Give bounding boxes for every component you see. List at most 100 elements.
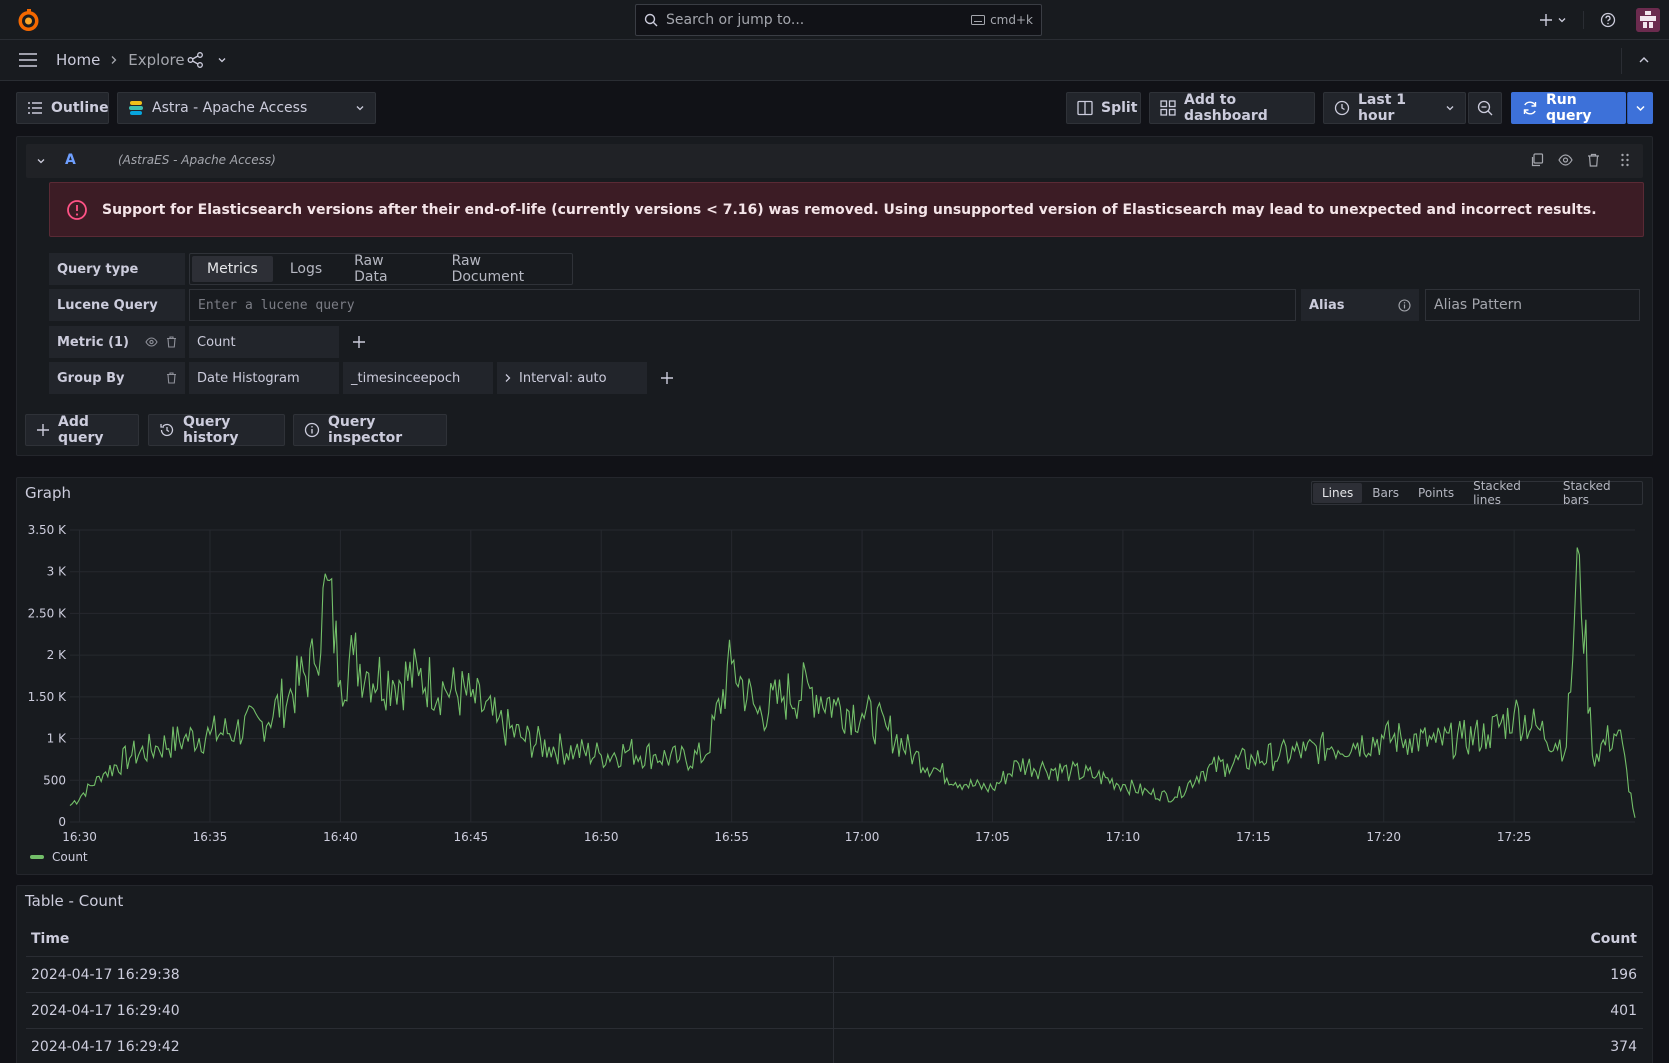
x-tick-label: 16:50 xyxy=(584,830,619,844)
group-by-label: Group By xyxy=(57,370,125,386)
series-line-count xyxy=(69,547,1636,818)
x-tick-label: 17:25 xyxy=(1497,830,1532,844)
drag-handle-icon[interactable] xyxy=(1620,153,1630,167)
breadcrumb-home[interactable]: Home xyxy=(56,51,101,69)
avatar[interactable] xyxy=(1636,8,1660,32)
share-icon[interactable] xyxy=(187,52,204,68)
add-metric-plus-icon[interactable] xyxy=(352,335,366,349)
query-type-metrics[interactable]: Metrics xyxy=(192,256,273,282)
share-chevron-down-icon[interactable] xyxy=(217,55,227,65)
metric-type-select[interactable]: Count xyxy=(189,326,339,358)
history-icon xyxy=(159,422,175,438)
group-by-type-select[interactable]: Date Histogram xyxy=(189,362,339,394)
viz-option-bars[interactable]: Bars xyxy=(1372,486,1400,500)
alias-pattern-input[interactable]: Alias Pattern xyxy=(1425,289,1640,321)
breadcrumb-explore: Explore xyxy=(128,51,185,69)
viz-option-points[interactable]: Points xyxy=(1418,486,1455,500)
outline-button[interactable]: Outline xyxy=(16,92,109,124)
list-icon xyxy=(27,102,43,114)
clock-icon xyxy=(1334,100,1350,116)
help-button[interactable] xyxy=(1600,10,1616,30)
chevron-down-icon xyxy=(1635,103,1646,113)
query-inspector-button[interactable]: Query inspector xyxy=(293,414,447,446)
y-tick-label: 1 K xyxy=(47,732,67,746)
column-header-count[interactable]: Count xyxy=(1590,930,1637,947)
new-menu-button[interactable] xyxy=(1539,10,1567,30)
keyboard-icon xyxy=(971,15,986,25)
query-type-raw-document[interactable]: Raw Document xyxy=(451,253,525,285)
query-type-raw-data[interactable]: Raw Data xyxy=(354,253,388,285)
interval-settings[interactable]: Interval: auto xyxy=(497,362,647,394)
table-panel xyxy=(16,885,1653,1063)
copy-icon[interactable] xyxy=(1530,153,1544,167)
eye-icon[interactable] xyxy=(1558,154,1573,166)
breadcrumb: Home Explore xyxy=(56,50,185,70)
trash-icon[interactable] xyxy=(166,336,177,348)
add-to-dashboard-button[interactable]: Add to dashboard xyxy=(1149,92,1315,124)
chart-legend[interactable]: Count xyxy=(30,850,88,864)
table-row: 2024-04-17 16:29:42 374 xyxy=(26,1029,1643,1063)
x-tick-label: 16:55 xyxy=(714,830,749,844)
grafana-logo-icon[interactable] xyxy=(16,8,41,33)
trash-icon[interactable] xyxy=(166,372,177,384)
chevron-down-icon xyxy=(1557,15,1567,25)
x-tick-label: 16:40 xyxy=(323,830,358,844)
add-query-button[interactable]: Add query xyxy=(25,414,139,446)
outline-label: Outline xyxy=(51,100,109,116)
menu-icon[interactable] xyxy=(18,52,38,68)
group-by-label-box: Group By xyxy=(49,362,185,394)
search-bar[interactable]: Search or jump to... cmd+k xyxy=(635,4,1042,36)
query-type-logs[interactable]: Logs xyxy=(289,261,323,277)
legend-label: Count xyxy=(52,850,88,864)
table-cell-count: 196 xyxy=(1610,966,1637,983)
metric-label[interactable]: Metric (1) xyxy=(57,334,129,350)
trash-icon[interactable] xyxy=(1587,153,1600,167)
error-circle-icon xyxy=(66,199,88,221)
x-tick-label: 17:10 xyxy=(1106,830,1141,844)
query-ref-id[interactable]: A xyxy=(65,152,76,168)
run-query-button[interactable]: Run query xyxy=(1511,92,1626,124)
datasource-picker[interactable]: Astra - Apache Access xyxy=(117,92,376,124)
apps-icon xyxy=(1160,100,1176,116)
table-cell-time: 2024-04-17 16:29:42 xyxy=(26,1029,834,1063)
x-tick-label: 16:35 xyxy=(193,830,228,844)
viz-option-lines[interactable]: Lines xyxy=(1313,483,1363,503)
x-tick-label: 17:15 xyxy=(1236,830,1271,844)
metric-label-box: Metric (1) xyxy=(49,326,185,358)
collapse-chevron-up-icon[interactable] xyxy=(1638,55,1650,65)
table-row: 2024-04-17 16:29:40 401 xyxy=(26,993,1643,1029)
search-icon xyxy=(644,13,658,27)
column-header-time[interactable]: Time xyxy=(31,930,70,947)
eye-icon[interactable] xyxy=(145,337,158,347)
alias-label-box: Alias xyxy=(1301,289,1419,321)
group-by-field-select[interactable]: _timesinceepoch xyxy=(343,362,493,394)
y-tick-label: 500 xyxy=(43,773,66,787)
info-icon[interactable] xyxy=(1398,298,1411,312)
plus-icon xyxy=(36,423,50,437)
run-query-options-button[interactable] xyxy=(1627,92,1653,124)
run-query-label: Run query xyxy=(1546,92,1592,124)
lucene-query-input[interactable]: Enter a lucene query xyxy=(189,289,1296,321)
shortcut-label: cmd+k xyxy=(990,13,1033,27)
chevron-right-icon xyxy=(110,55,118,65)
keyboard-shortcut: cmd+k xyxy=(971,13,1033,27)
add-group-by-plus-icon[interactable] xyxy=(660,371,674,385)
query-inspector-label: Query inspector xyxy=(328,414,403,446)
add-to-dashboard-label: Add to dashboard xyxy=(1184,92,1268,124)
info-circle-icon xyxy=(304,422,320,438)
split-icon xyxy=(1077,100,1093,116)
query-type-selector: Metrics Logs Raw Data Raw Document xyxy=(189,253,573,285)
chevron-down-icon xyxy=(355,103,365,113)
split-button[interactable]: Split xyxy=(1066,92,1141,124)
visualization-type-selector: Lines Bars Points Stacked lines Stacked … xyxy=(1311,479,1643,507)
time-range-picker[interactable]: Last 1 hour xyxy=(1323,92,1466,124)
y-tick-label: 2.50 K xyxy=(28,606,68,620)
lucene-query-label: Lucene Query xyxy=(49,289,185,321)
y-tick-label: 2 K xyxy=(47,648,67,662)
split-label: Split xyxy=(1101,100,1138,116)
collapse-chevron-down-icon[interactable] xyxy=(36,156,46,166)
query-history-button[interactable]: Query history xyxy=(148,414,285,446)
refresh-icon xyxy=(1522,100,1538,116)
zoom-out-button[interactable] xyxy=(1468,92,1502,124)
